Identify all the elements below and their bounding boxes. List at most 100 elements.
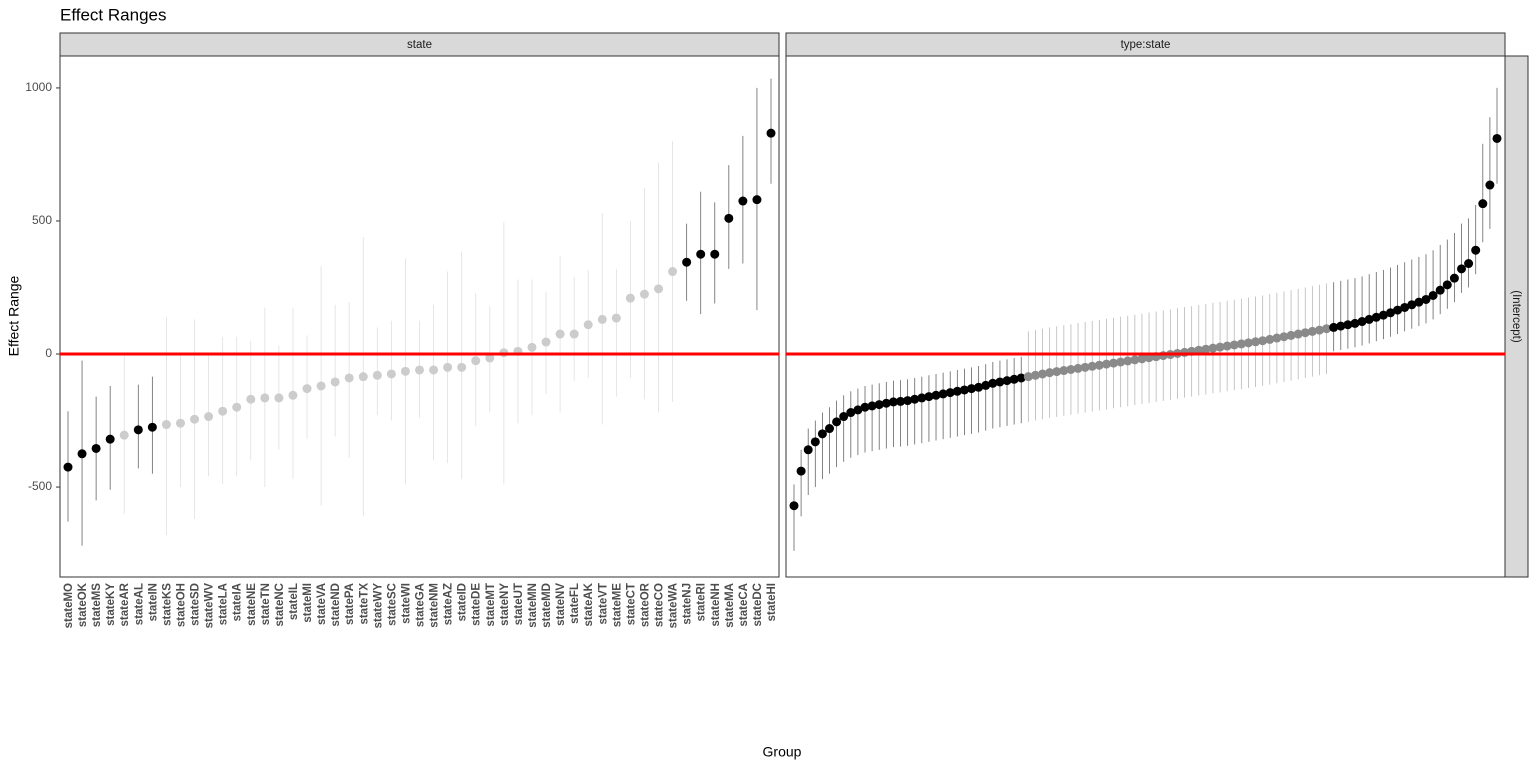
- x-tick-label: stateUT: [513, 583, 525, 625]
- point: [1471, 245, 1481, 255]
- point: [1073, 363, 1083, 373]
- point: [161, 420, 171, 430]
- x-tick-label: stateAL: [133, 583, 145, 625]
- point: [910, 394, 920, 404]
- point: [91, 443, 101, 453]
- x-tick-label: stateCO: [654, 583, 666, 627]
- point: [1023, 372, 1033, 382]
- x-tick-label: stateOK: [77, 582, 89, 627]
- x-tick-label: stateNJ: [682, 583, 694, 625]
- x-tick-label: stateNV: [555, 583, 567, 626]
- point: [344, 373, 354, 383]
- x-tick-label: statePA: [344, 583, 356, 625]
- x-tick-label: stateFL: [569, 583, 581, 624]
- point: [710, 249, 720, 259]
- point: [839, 412, 849, 422]
- point: [924, 392, 934, 402]
- y-axis-title: Effect Range: [6, 275, 22, 356]
- point: [945, 388, 955, 398]
- point: [888, 397, 898, 407]
- point: [803, 445, 813, 455]
- point: [1002, 376, 1012, 386]
- point: [724, 213, 734, 223]
- point: [981, 380, 991, 390]
- point: [789, 501, 799, 511]
- point: [260, 393, 270, 403]
- point: [1322, 324, 1332, 334]
- facet-label: type:state: [1121, 39, 1171, 51]
- x-tick-label: stateMT: [485, 583, 497, 626]
- x-tick-label: stateWA: [668, 583, 680, 628]
- point: [896, 396, 906, 406]
- point: [274, 393, 284, 403]
- x-tick-label: stateMI: [302, 583, 314, 623]
- point: [654, 284, 664, 294]
- point: [1080, 362, 1090, 372]
- point: [1272, 333, 1282, 343]
- point: [105, 434, 115, 444]
- x-tick-label: stateTN: [260, 583, 272, 625]
- point: [175, 418, 185, 428]
- point: [1201, 344, 1211, 354]
- point: [1485, 180, 1495, 190]
- point: [1414, 297, 1424, 307]
- point: [415, 365, 424, 375]
- point: [1137, 354, 1147, 364]
- x-tick-label: stateSC: [386, 583, 398, 626]
- point: [1492, 133, 1502, 143]
- point: [696, 249, 706, 259]
- x-tick-label: stateAK: [583, 582, 595, 626]
- point: [471, 356, 481, 366]
- point: [218, 406, 228, 416]
- x-tick-label: stateWY: [372, 583, 384, 629]
- x-axis-title: Group: [763, 744, 802, 760]
- point: [1229, 340, 1239, 350]
- point: [190, 414, 200, 424]
- point: [443, 362, 453, 372]
- point: [288, 390, 298, 400]
- x-tick-label: stateMO: [63, 583, 75, 628]
- point: [1407, 300, 1417, 310]
- x-tick-label: stateWI: [400, 583, 412, 624]
- x-tick-label: stateKS: [161, 583, 173, 626]
- point: [1357, 317, 1367, 327]
- point: [1456, 264, 1466, 274]
- point: [555, 329, 565, 339]
- point: [1421, 294, 1431, 304]
- point: [1435, 285, 1445, 295]
- point: [1343, 320, 1353, 330]
- point: [485, 353, 495, 363]
- point: [974, 382, 984, 392]
- x-tick-label: stateNE: [246, 583, 258, 626]
- x-tick-label: stateNC: [274, 583, 286, 626]
- panel-border: [785, 55, 1506, 578]
- point: [668, 267, 678, 277]
- x-tick-label: stateMA: [724, 583, 736, 628]
- series: [63, 78, 776, 546]
- point: [246, 394, 256, 404]
- point: [1052, 367, 1062, 377]
- row-strip: [1504, 55, 1529, 578]
- row-strip-label: (Intercept): [1510, 290, 1522, 343]
- point: [1478, 199, 1488, 209]
- point: [1038, 369, 1048, 379]
- panel-border: [59, 55, 780, 578]
- point: [204, 412, 214, 422]
- point: [1236, 339, 1246, 349]
- x-tick-label: stateIN: [147, 583, 159, 621]
- point: [1265, 334, 1275, 344]
- point: [853, 405, 863, 415]
- point: [316, 381, 326, 391]
- x-tick-label: stateNM: [429, 583, 441, 628]
- point: [1208, 343, 1218, 353]
- x-tick-label: stateTX: [358, 583, 370, 625]
- point: [1215, 342, 1225, 352]
- point: [147, 422, 157, 432]
- x-tick-label: stateNH: [710, 583, 722, 626]
- point: [874, 400, 884, 410]
- point: [77, 449, 87, 459]
- x-tick-label: stateIA: [232, 583, 244, 621]
- point: [1385, 308, 1395, 318]
- point: [825, 424, 835, 434]
